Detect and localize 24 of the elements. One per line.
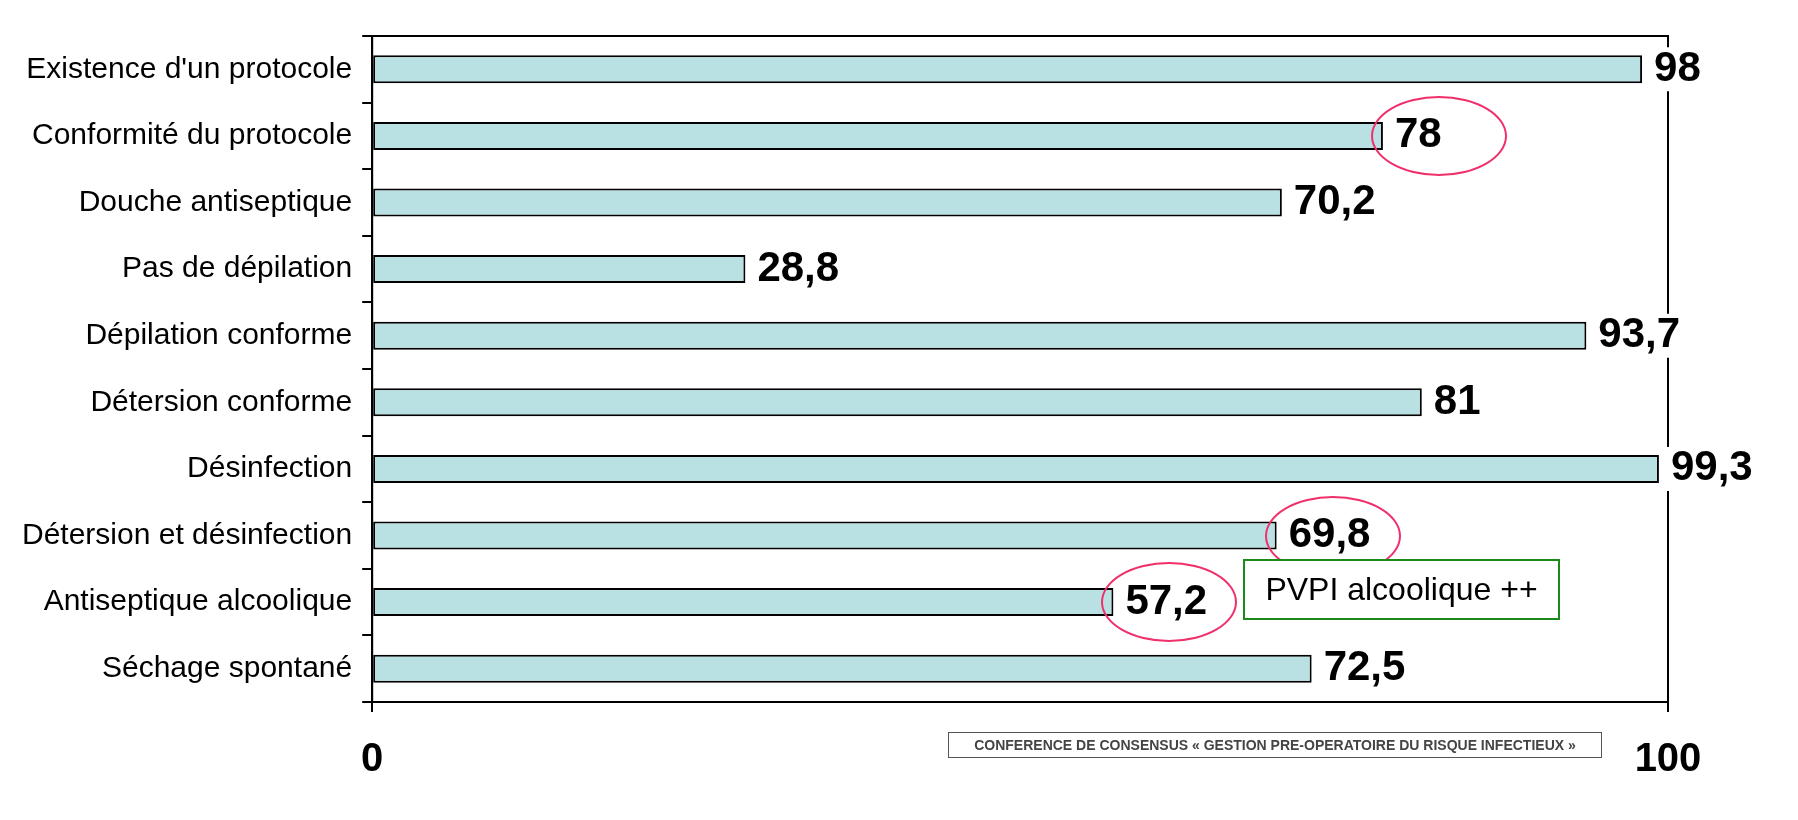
text: CONFERENCE DE CONSENSUS « GESTION PRE-OPERATOIRE DU RISQUE INFECTIEUX » (948, 732, 1602, 758)
data-label: 70,2 (1293, 176, 1376, 224)
y-tick-label: Détersion et désinfection (21, 516, 353, 550)
annotation: PVPI alcoolique ++ (1243, 559, 1560, 621)
y-tick-label: Conformité du protocole (32, 117, 353, 151)
data-label: 93,7 (1598, 309, 1681, 357)
x-tick-label: 100 (1634, 735, 1702, 780)
data-label: 78 (1394, 109, 1442, 157)
x-tick-label: 0 (361, 735, 384, 780)
y-tick-label: Dépilation conforme (85, 316, 353, 350)
y-tick-label: Séchage spontané (101, 649, 353, 683)
y-tick-label: Détersion conforme (90, 383, 353, 417)
data-label: 57,2 (1125, 575, 1208, 623)
data-label: 69,8 (1288, 509, 1371, 557)
y-tick-label: Antiseptique alcoolique (43, 583, 353, 617)
y-tick-label: Désinfection (187, 450, 353, 484)
data-label: 99,3 (1670, 442, 1753, 490)
data-label: 28,8 (757, 242, 840, 290)
y-tick-label: Douche antiseptique (78, 183, 353, 217)
y-tick-label: Existence d'un protocole (26, 50, 353, 84)
data-label: 72,5 (1323, 642, 1406, 690)
data-label: 81 (1433, 375, 1481, 423)
y-tick-label: Pas de dépilation (122, 250, 353, 284)
data-label: 98 (1654, 42, 1701, 90)
